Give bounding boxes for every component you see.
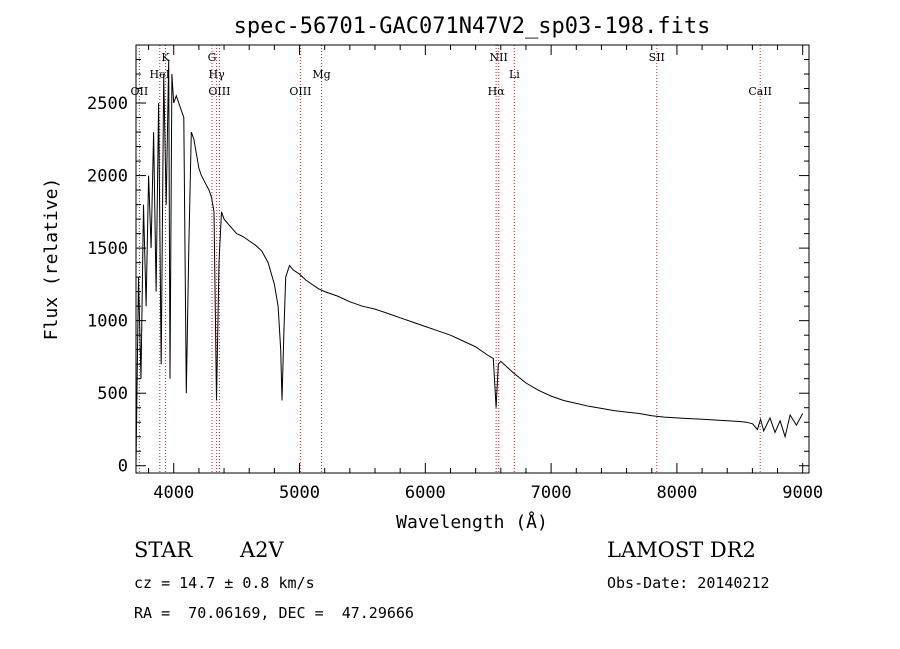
spectral-line-label: G xyxy=(208,51,217,64)
chart-title: spec-56701-GAC071N47V2_sp03-198.fits xyxy=(234,14,711,39)
spectral-line-label: OII xyxy=(131,85,149,98)
object-subclass: A2V xyxy=(240,538,284,562)
spectral-line-label: Hα xyxy=(488,85,506,98)
y-tick-label: 500 xyxy=(97,384,128,404)
redshift-cz: cz = 14.7 ± 0.8 km/s xyxy=(134,574,315,592)
spectral-line-label: SII xyxy=(649,51,665,64)
spectral-line-label: Mg xyxy=(312,68,330,81)
y-tick-label: 2500 xyxy=(87,94,128,114)
x-tick-label: 4000 xyxy=(153,483,194,503)
spectral-line-label: NII xyxy=(490,51,508,64)
spectral-line-label: OIII xyxy=(289,85,311,98)
x-tick-label: 5000 xyxy=(279,483,320,503)
spectral-line-label: Hγ xyxy=(209,68,226,81)
spectral-line-label: CaII xyxy=(748,85,772,98)
observation-date: Obs-Date: 20140212 xyxy=(607,574,770,592)
object-class: STAR xyxy=(134,538,193,562)
spectral-line-label: Li xyxy=(509,68,520,81)
x-tick-label: 7000 xyxy=(531,483,572,503)
x-tick-label: 8000 xyxy=(656,483,697,503)
plot-frame xyxy=(135,44,810,474)
y-tick-label: 1500 xyxy=(87,239,128,259)
x-tick-label: 6000 xyxy=(405,483,446,503)
y-tick-label: 2000 xyxy=(87,167,128,187)
spectrum-series-line xyxy=(135,59,804,466)
axis-ticks: 4000 5000 6000 7000 8000 9000 0 500 1000 1500 2000… xyxy=(87,45,823,503)
spectral-line-label: HeI xyxy=(150,68,170,81)
survey-name: LAMOST DR2 xyxy=(607,538,756,562)
y-tick-label: 0 xyxy=(118,457,128,477)
spectral-line-label: K xyxy=(161,51,170,64)
y-axis-label: Flux (relative) xyxy=(41,178,62,341)
x-tick-label: 9000 xyxy=(782,483,823,503)
spectral-line-label: OIII xyxy=(208,85,230,98)
ra-dec-coordinates: RA = 70.06169, DEC = 47.29666 xyxy=(134,604,414,622)
y-tick-label: 1000 xyxy=(87,312,128,332)
x-axis-label: Wavelength (Å) xyxy=(396,511,548,533)
